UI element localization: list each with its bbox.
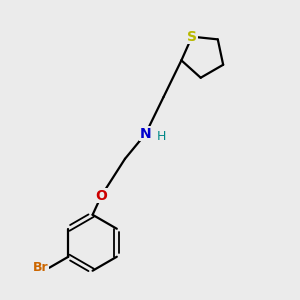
Text: H: H (157, 130, 167, 143)
Text: O: O (95, 189, 107, 202)
Text: Br: Br (33, 261, 48, 274)
Text: S: S (187, 30, 197, 44)
Text: N: N (140, 127, 152, 141)
